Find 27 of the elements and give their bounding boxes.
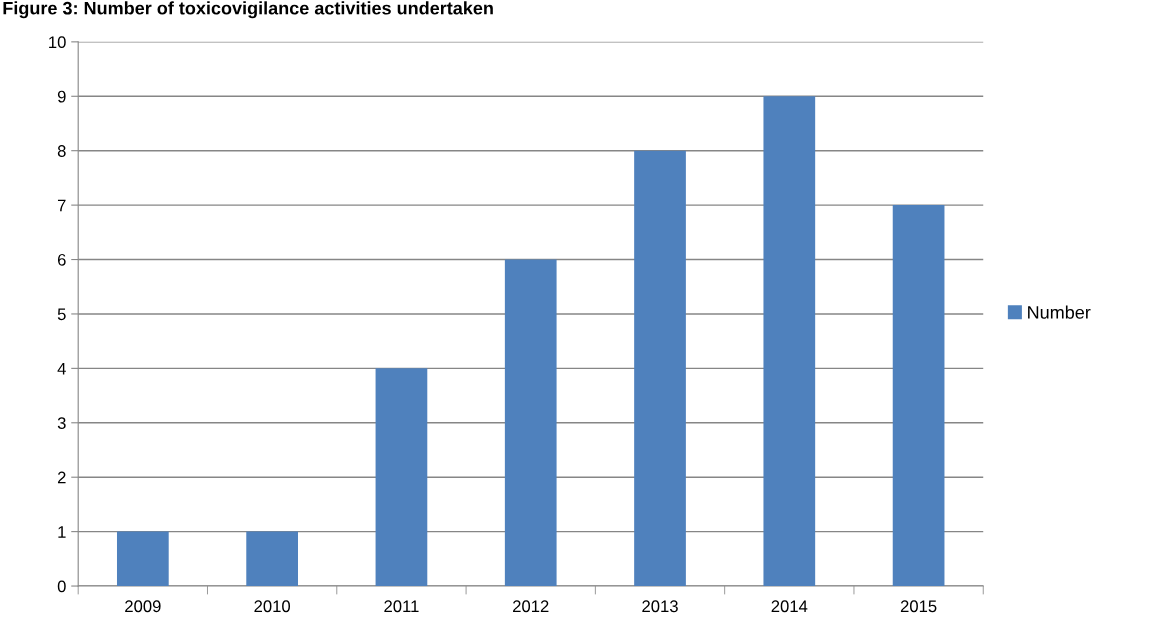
bar	[504, 259, 557, 587]
y-tick-label: 5	[57, 308, 66, 321]
x-tick-label: 2012	[513, 600, 549, 613]
y-tick-label: 8	[57, 145, 66, 157]
y-tick-label: 7	[57, 199, 66, 212]
x-tick-label: 2009	[125, 600, 161, 613]
x-tick-label: 2011	[384, 600, 419, 613]
bar	[892, 205, 945, 587]
x-tick-label: 2010	[254, 600, 291, 613]
x-tick-label: 2015	[900, 600, 937, 613]
y-tick-label: 3	[57, 417, 66, 429]
x-tick-label: 2013	[642, 600, 678, 613]
y-tick-label: 0	[57, 580, 66, 593]
y-tick-label: 9	[57, 90, 66, 103]
y-tick-label: 10	[49, 36, 66, 49]
bar	[375, 368, 428, 587]
bar	[246, 531, 298, 587]
y-tick-label: 1	[58, 526, 66, 538]
bar	[763, 96, 816, 587]
y-tick-label: 2	[57, 471, 66, 484]
chart-title: Figure 3: Number of toxicovigilance activities undertaken	[3, 1, 493, 19]
y-tick-label: 4	[57, 362, 66, 375]
bar	[116, 531, 169, 587]
bar	[634, 150, 686, 587]
x-tick-label: 2014	[771, 600, 808, 613]
legend-label: Number	[1028, 305, 1091, 319]
y-tick-label: 6	[57, 253, 66, 266]
